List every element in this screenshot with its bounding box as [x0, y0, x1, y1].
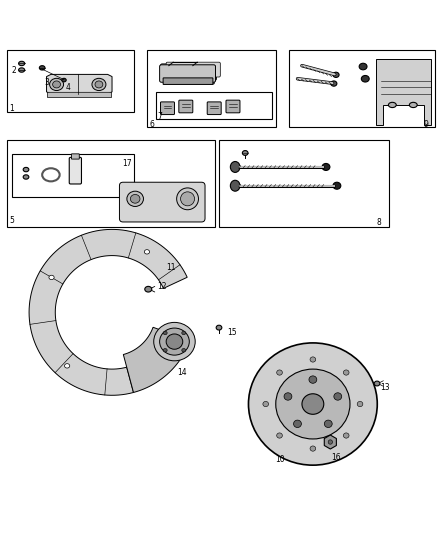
Ellipse shape	[166, 334, 183, 349]
Ellipse shape	[163, 349, 167, 352]
Ellipse shape	[361, 76, 369, 82]
Ellipse shape	[343, 370, 349, 375]
Ellipse shape	[18, 68, 25, 72]
Text: 4: 4	[65, 83, 70, 92]
Ellipse shape	[359, 63, 367, 70]
Ellipse shape	[127, 191, 144, 206]
Ellipse shape	[276, 369, 350, 439]
Bar	[12, 154, 134, 197]
Text: 17: 17	[122, 159, 132, 168]
Text: 12: 12	[157, 281, 166, 290]
Text: 16: 16	[331, 453, 341, 462]
Bar	[147, 51, 276, 127]
Ellipse shape	[159, 328, 189, 355]
Ellipse shape	[182, 331, 186, 335]
Ellipse shape	[333, 182, 341, 189]
Ellipse shape	[302, 394, 324, 414]
Text: 11: 11	[166, 263, 176, 272]
Ellipse shape	[284, 393, 292, 400]
Ellipse shape	[145, 249, 150, 254]
Text: 5: 5	[10, 216, 14, 225]
Ellipse shape	[333, 72, 339, 77]
Ellipse shape	[310, 446, 316, 451]
Ellipse shape	[53, 81, 60, 88]
Text: 6: 6	[149, 120, 154, 128]
Text: 7: 7	[157, 112, 162, 121]
Ellipse shape	[328, 440, 332, 444]
Ellipse shape	[39, 66, 45, 70]
Ellipse shape	[248, 343, 377, 465]
Ellipse shape	[95, 81, 103, 88]
Bar	[155, 92, 272, 119]
Ellipse shape	[230, 180, 240, 191]
FancyBboxPatch shape	[160, 102, 174, 115]
Bar	[219, 140, 389, 227]
Polygon shape	[124, 327, 190, 392]
Ellipse shape	[263, 401, 268, 407]
Ellipse shape	[325, 420, 332, 427]
Ellipse shape	[334, 393, 342, 400]
Ellipse shape	[331, 81, 337, 86]
Ellipse shape	[62, 78, 66, 82]
Ellipse shape	[23, 167, 29, 172]
Ellipse shape	[64, 364, 70, 368]
Polygon shape	[29, 229, 187, 395]
Ellipse shape	[180, 192, 194, 206]
Text: 15: 15	[227, 328, 237, 337]
Ellipse shape	[177, 188, 198, 210]
Ellipse shape	[374, 381, 380, 386]
Bar	[7, 140, 215, 227]
Ellipse shape	[18, 61, 25, 66]
FancyBboxPatch shape	[226, 100, 240, 113]
FancyBboxPatch shape	[120, 182, 205, 222]
Ellipse shape	[322, 164, 330, 171]
Ellipse shape	[343, 433, 349, 438]
Ellipse shape	[389, 102, 396, 108]
FancyBboxPatch shape	[163, 78, 213, 84]
Ellipse shape	[410, 102, 417, 108]
Polygon shape	[376, 59, 431, 125]
Ellipse shape	[49, 78, 64, 91]
Ellipse shape	[230, 161, 240, 172]
FancyBboxPatch shape	[159, 65, 215, 82]
Bar	[7, 51, 134, 111]
Ellipse shape	[145, 286, 152, 292]
Polygon shape	[46, 75, 112, 94]
Text: 14: 14	[177, 368, 187, 377]
Ellipse shape	[23, 175, 29, 179]
Ellipse shape	[216, 325, 222, 330]
Polygon shape	[324, 435, 336, 449]
Ellipse shape	[357, 401, 363, 407]
Text: 1: 1	[10, 104, 14, 113]
FancyBboxPatch shape	[69, 157, 81, 184]
FancyBboxPatch shape	[207, 102, 221, 115]
Ellipse shape	[131, 195, 140, 203]
Ellipse shape	[49, 275, 54, 280]
Ellipse shape	[154, 322, 195, 361]
Ellipse shape	[309, 376, 317, 383]
FancyBboxPatch shape	[166, 62, 220, 77]
FancyBboxPatch shape	[47, 92, 112, 98]
Text: 13: 13	[381, 383, 390, 392]
FancyBboxPatch shape	[71, 154, 79, 159]
Ellipse shape	[163, 331, 167, 335]
Ellipse shape	[92, 78, 106, 91]
Text: 2: 2	[12, 66, 16, 75]
Text: 10: 10	[276, 455, 285, 464]
Ellipse shape	[242, 151, 248, 156]
Ellipse shape	[310, 357, 316, 362]
Ellipse shape	[293, 420, 301, 427]
Text: 8: 8	[376, 219, 381, 228]
FancyBboxPatch shape	[179, 100, 193, 113]
FancyBboxPatch shape	[160, 64, 216, 80]
FancyBboxPatch shape	[163, 76, 214, 84]
Bar	[289, 51, 435, 127]
Ellipse shape	[277, 433, 283, 438]
Text: 3: 3	[44, 78, 49, 87]
Ellipse shape	[277, 370, 283, 375]
Text: 9: 9	[424, 120, 428, 128]
Ellipse shape	[182, 349, 186, 352]
